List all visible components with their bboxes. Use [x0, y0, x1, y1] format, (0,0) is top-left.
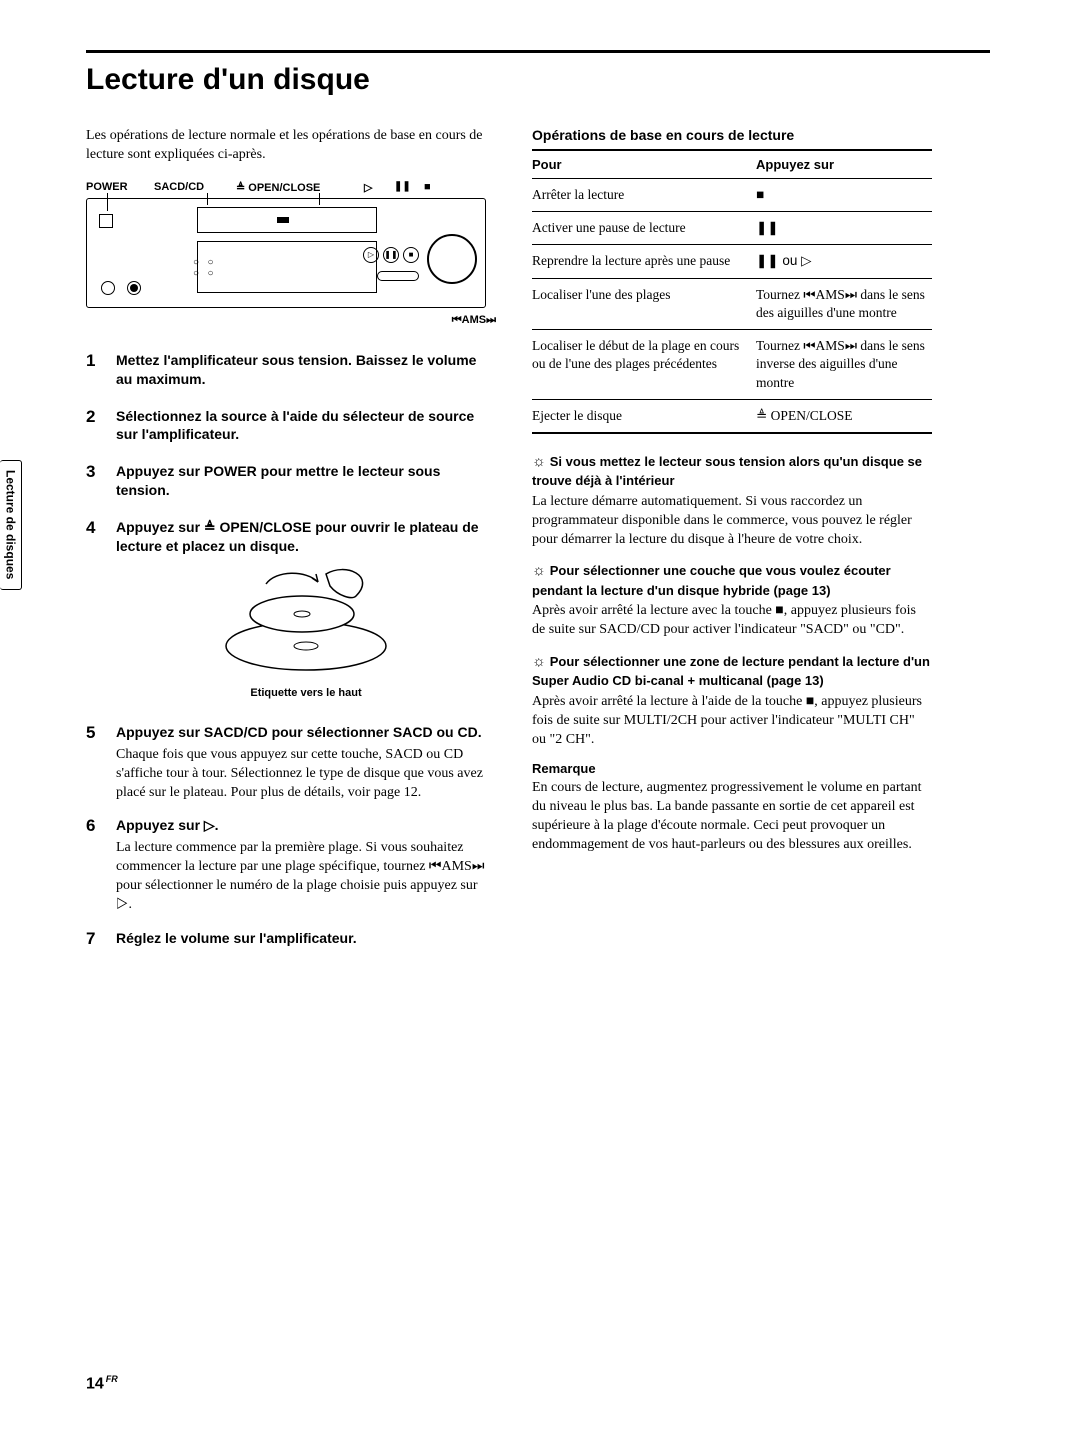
tip-title: ☼Pour sélectionner une zone de lecture p… [532, 652, 932, 690]
table-row: Localiser l'une des plagesTournez ⏮AMS⏭ … [532, 278, 932, 329]
table-row: Localiser le début de la plage en cours … [532, 330, 932, 400]
step-title: Sélectionnez la source à l'aide du sélec… [116, 407, 496, 445]
step-title: Appuyez sur POWER pour mettre le lecteur… [116, 462, 496, 500]
table-row: Activer une pause de lecture❚❚ [532, 212, 932, 245]
device-indicators: ○ ○○ ○ [193, 257, 217, 279]
intro-text: Les opérations de lecture normale et les… [86, 127, 496, 165]
left-column: Les opérations de lecture normale et les… [86, 127, 496, 966]
page-title: Lecture d'un disque [86, 63, 990, 97]
label-play: ▷ [364, 181, 394, 194]
page-number-value: 14 [86, 1375, 104, 1392]
tip-title-text: Pour sélectionner une zone de lecture pe… [532, 654, 930, 688]
step-title: Appuyez sur SACD/CD pour sélectionner SA… [116, 723, 496, 742]
ops-app: ❚❚ ou ▷ [756, 245, 932, 278]
table-row: Reprendre la lecture après une pause❚❚ o… [532, 245, 932, 278]
device-ams-dial [427, 234, 477, 284]
step-6: 6 Appuyez sur ▷. La lecture commence par… [86, 816, 496, 914]
tip-3: ☼Pour sélectionner une zone de lecture p… [532, 652, 932, 749]
device-label-row: POWER SACD/CD ≜ OPEN/CLOSE ▷ ❚❚ ■ [86, 181, 496, 194]
step-title: Réglez le volume sur l'amplificateur. [116, 929, 496, 948]
leader3 [319, 193, 320, 205]
device-rect [377, 271, 419, 281]
disc-caption: Etiquette vers le haut [116, 687, 496, 699]
content-columns: Les opérations de lecture normale et les… [86, 127, 990, 966]
disc-figure [116, 566, 496, 681]
step-5: 5 Appuyez sur SACD/CD pour sélectionner … [86, 723, 496, 803]
label-stop: ■ [424, 181, 444, 194]
device-round-btns: ▷❚❚■ [363, 247, 419, 263]
step-title: Appuyez sur ▷. [116, 816, 496, 835]
ops-app: Tournez ⏮AMS⏭ dans le sens inverse des a… [756, 330, 932, 400]
step-4: 4 Appuyez sur ≜ OPEN/CLOSE pour ouvrir l… [86, 518, 496, 709]
page-number: 14FR [86, 1374, 118, 1393]
ops-pour: Ejecter le disque [532, 399, 756, 433]
device-panel [197, 241, 377, 293]
ops-pour: Localiser le début de la plage en cours … [532, 330, 756, 400]
right-column: Opérations de base en cours de lecture P… [532, 127, 932, 966]
step-num: 2 [86, 407, 104, 449]
bulb-icon: ☼ [532, 453, 546, 470]
leader1 [107, 193, 108, 211]
step-2: 2 Sélectionnez la source à l'aide du sél… [86, 407, 496, 449]
tip-title-text: Si vous mettez le lecteur sous tension a… [532, 454, 922, 488]
device-power-btn [99, 214, 113, 228]
top-rule [86, 50, 990, 53]
leader2 [207, 193, 208, 205]
remark-title: Remarque [532, 761, 932, 776]
ops-pour: Localiser l'une des plages [532, 278, 756, 329]
device-diagram: POWER SACD/CD ≜ OPEN/CLOSE ▷ ❚❚ ■ ○ ○○ ○… [86, 181, 496, 327]
tip-body: La lecture démarre automatiquement. Si v… [532, 493, 932, 550]
tip-1: ☼Si vous mettez le lecteur sous tension … [532, 452, 932, 549]
device-knob1 [101, 281, 115, 295]
ops-pour: Activer une pause de lecture [532, 212, 756, 245]
remark-body: En cours de lecture, augmentez progressi… [532, 779, 932, 855]
step-num: 3 [86, 462, 104, 504]
step-7: 7 Réglez le volume sur l'amplificateur. [86, 929, 496, 952]
device-slot [277, 217, 289, 223]
disc-svg [206, 566, 406, 676]
tip-body: Après avoir arrêté la lecture à l'aide d… [532, 693, 932, 750]
page-lang: FR [106, 1374, 118, 1384]
ops-th-pour: Pour [532, 150, 756, 179]
step-num: 5 [86, 723, 104, 803]
ops-app: Tournez ⏮AMS⏭ dans le sens des aiguilles… [756, 278, 932, 329]
label-openclose: ≜ OPEN/CLOSE [236, 181, 364, 194]
step-title: Mettez l'amplificateur sous tension. Bai… [116, 351, 496, 389]
label-ams: ⏮AMS⏭ [86, 314, 496, 327]
step-num: 4 [86, 518, 104, 709]
table-row: Arrêter la lecture■ [532, 179, 932, 212]
step-num: 1 [86, 351, 104, 393]
ops-app: ≜ OPEN/CLOSE [756, 399, 932, 433]
side-tab-label: Lecture de disques [4, 470, 18, 579]
side-tab: Lecture de disques [0, 460, 22, 590]
label-pause: ❚❚ [394, 181, 424, 194]
step-text: La lecture commence par la première plag… [116, 839, 496, 915]
ops-app: ■ [756, 179, 932, 212]
ops-title: Opérations de base en cours de lecture [532, 127, 932, 143]
tip-title-text: Pour sélectionner une couche que vous vo… [532, 563, 891, 597]
bulb-icon: ☼ [532, 653, 546, 670]
ops-pour: Arrêter la lecture [532, 179, 756, 212]
tip-title: ☼Pour sélectionner une couche que vous v… [532, 561, 932, 599]
device-box: ○ ○○ ○ ▷❚❚■ [86, 198, 486, 308]
step-3: 3 Appuyez sur POWER pour mettre le lecte… [86, 462, 496, 504]
ops-table: Pour Appuyez sur Arrêter la lecture■ Act… [532, 149, 932, 434]
steps-list: 1 Mettez l'amplificateur sous tension. B… [86, 351, 496, 952]
step-num: 7 [86, 929, 104, 952]
device-knob2 [127, 281, 141, 295]
step-text: Chaque fois que vous appuyez sur cette t… [116, 746, 496, 803]
tip-body: Après avoir arrêté la lecture avec la to… [532, 602, 932, 640]
step-num: 6 [86, 816, 104, 914]
label-sacdcd: SACD/CD [154, 181, 236, 194]
tip-title: ☼Si vous mettez le lecteur sous tension … [532, 452, 932, 490]
table-row: Ejecter le disque≜ OPEN/CLOSE [532, 399, 932, 433]
ops-pour: Reprendre la lecture après une pause [532, 245, 756, 278]
ops-th-app: Appuyez sur [756, 150, 932, 179]
tip-2: ☼Pour sélectionner une couche que vous v… [532, 561, 932, 640]
ops-app: ❚❚ [756, 212, 932, 245]
bulb-icon: ☼ [532, 562, 546, 579]
step-title: Appuyez sur ≜ OPEN/CLOSE pour ouvrir le … [116, 518, 496, 556]
step-1: 1 Mettez l'amplificateur sous tension. B… [86, 351, 496, 393]
label-power: POWER [86, 181, 154, 194]
